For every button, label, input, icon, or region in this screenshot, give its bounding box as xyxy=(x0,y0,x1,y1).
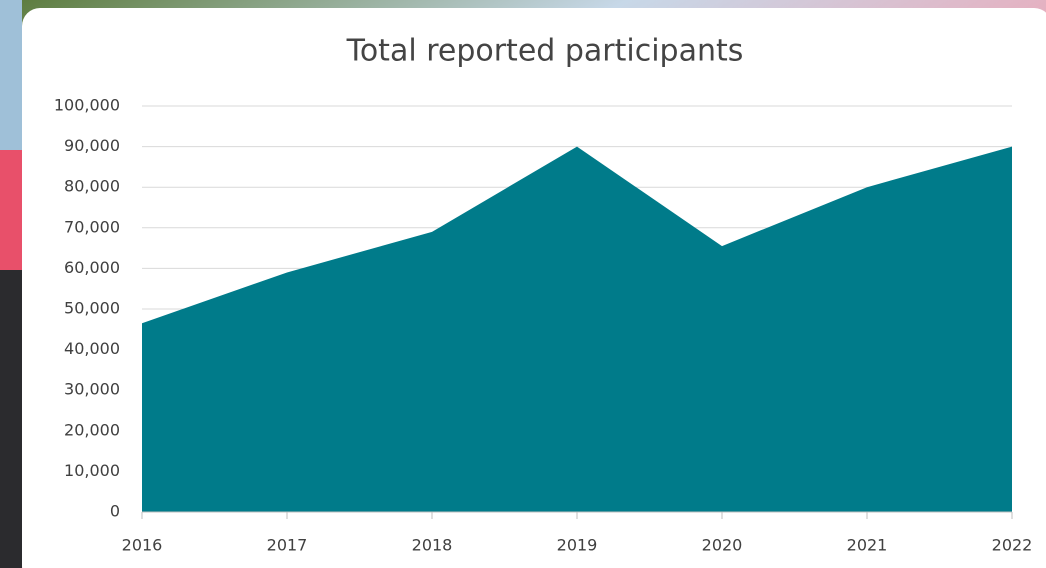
y-tick-label: 40,000 xyxy=(64,339,120,358)
y-tick-label: 50,000 xyxy=(64,299,120,318)
y-tick-label: 70,000 xyxy=(64,217,120,236)
x-tick-label: 2020 xyxy=(702,536,743,555)
y-tick-label: 30,000 xyxy=(64,380,120,399)
x-tick-label: 2018 xyxy=(412,536,453,555)
background-block xyxy=(0,150,22,270)
y-tick-label: 60,000 xyxy=(64,258,120,277)
background-block xyxy=(0,0,22,150)
background-block xyxy=(0,270,22,568)
area xyxy=(142,146,1012,512)
x-tick-label: 2021 xyxy=(847,536,888,555)
x-tick-label: 2019 xyxy=(557,536,598,555)
y-tick-label: 0 xyxy=(110,502,120,521)
x-tick-label: 2016 xyxy=(122,536,163,555)
x-tick-label: 2017 xyxy=(267,536,308,555)
chart-title: Total reported participants xyxy=(346,34,744,69)
y-tick-label: 80,000 xyxy=(64,177,120,196)
y-tick-label: 100,000 xyxy=(54,96,120,115)
y-tick-label: 10,000 xyxy=(64,461,120,480)
y-tick-label: 20,000 xyxy=(64,420,120,439)
y-tick-label: 90,000 xyxy=(64,136,120,155)
x-tick-label: 2022 xyxy=(992,536,1033,555)
